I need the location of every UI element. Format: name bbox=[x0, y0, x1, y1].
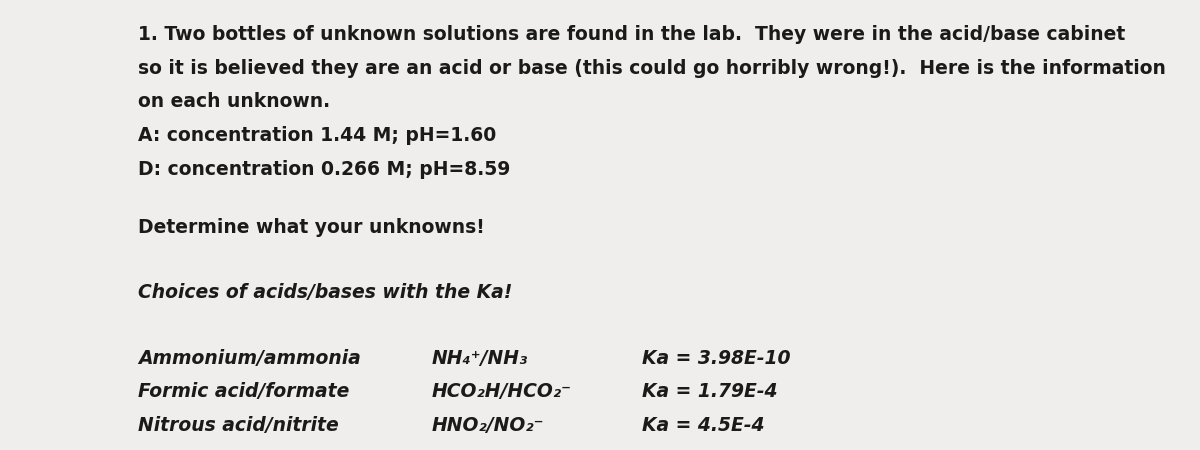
Text: 1. Two bottles of unknown solutions are found in the lab.  They were in the acid: 1. Two bottles of unknown solutions are … bbox=[138, 25, 1126, 44]
Text: HCO₂H/HCO₂⁻: HCO₂H/HCO₂⁻ bbox=[432, 382, 572, 401]
Text: Choices of acids/bases with the Ka!: Choices of acids/bases with the Ka! bbox=[138, 284, 512, 302]
Text: Ammonium/ammonia: Ammonium/ammonia bbox=[138, 349, 361, 368]
Text: Formic acid/formate: Formic acid/formate bbox=[138, 382, 349, 401]
Text: Ka = 4.5E-4: Ka = 4.5E-4 bbox=[642, 416, 764, 435]
Text: Ka = 3.98E-10: Ka = 3.98E-10 bbox=[642, 349, 791, 368]
Text: Ka = 1.79E-4: Ka = 1.79E-4 bbox=[642, 382, 778, 401]
Text: on each unknown.: on each unknown. bbox=[138, 92, 330, 111]
Text: D: concentration 0.266 M; pH=8.59: D: concentration 0.266 M; pH=8.59 bbox=[138, 160, 510, 179]
Text: A: concentration 1.44 M; pH=1.60: A: concentration 1.44 M; pH=1.60 bbox=[138, 126, 497, 145]
Text: so it is believed they are an acid or base (this could go horribly wrong!).  Her: so it is believed they are an acid or ba… bbox=[138, 58, 1166, 77]
Text: NH₄⁺/NH₃: NH₄⁺/NH₃ bbox=[432, 349, 528, 368]
Text: Nitrous acid/nitrite: Nitrous acid/nitrite bbox=[138, 416, 338, 435]
Text: HNO₂/NO₂⁻: HNO₂/NO₂⁻ bbox=[432, 416, 545, 435]
Text: Determine what your unknowns!: Determine what your unknowns! bbox=[138, 218, 485, 237]
